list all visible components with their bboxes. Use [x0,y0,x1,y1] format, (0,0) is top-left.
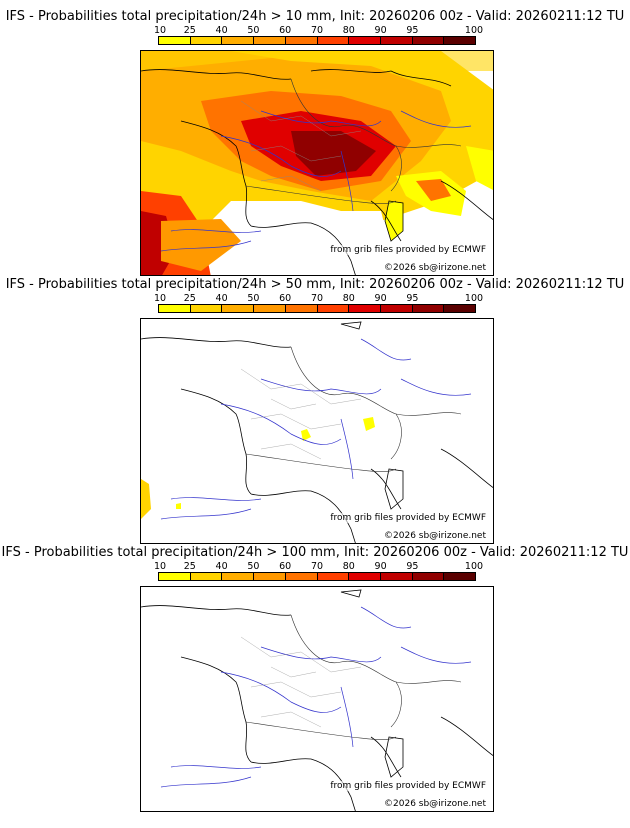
panel-title: IFS - Probabilities total precipitation/… [5,9,625,24]
probability-map: from grib files provided by ECMWF ©2026 … [140,586,494,812]
colorbar-tick-label: 100 [464,561,484,572]
copyright: ©2026 sb@irizone.net [383,799,487,809]
colorbar-swatch [380,37,413,44]
rivers [160,606,472,788]
map-canvas [141,321,493,543]
colorbar-tick-label: 80 [342,561,355,572]
rivers [160,110,472,252]
data-credit: from grib files provided by ECMWF [329,781,487,791]
colorbar-tick-label: 90 [374,293,387,304]
colorbar-tick-label: 80 [342,293,355,304]
colorbar-swatch [159,305,191,312]
coastlines [141,321,493,543]
colorbar-swatch [349,573,381,580]
colorbar-tick-label: 95 [406,561,419,572]
colorbar [158,304,476,313]
colorbar-tick-label: 50 [247,561,260,572]
colorbar-swatch [380,305,413,312]
colorbar-tick-label: 90 [374,561,387,572]
colorbar-swatch [254,305,286,312]
colorbar-swatch [349,305,381,312]
admin-borders [240,636,362,728]
colorbar-swatch [190,37,223,44]
colorbar-swatch [412,305,445,312]
panel-title: IFS - Probabilities total precipitation/… [5,277,625,292]
colorbar-tick-label: 95 [406,293,419,304]
colorbar-swatch [285,305,318,312]
colorbar-tick-label: 25 [183,293,196,304]
colorbar-swatch [222,37,255,44]
colorbar-tick-label: 60 [279,293,292,304]
colorbar-swatch [444,37,476,44]
colorbar-swatch [222,573,255,580]
colorbar-tick-label: 60 [279,561,292,572]
colorbar-swatch [254,573,286,580]
probability-map: from grib files provided by ECMWF ©2026 … [140,50,494,276]
copyright: ©2026 sb@irizone.net [383,531,487,541]
country-borders [245,614,462,741]
colorbar-swatch [190,573,223,580]
country-borders [245,346,462,473]
admin-borders [240,368,362,460]
data-credit: from grib files provided by ECMWF [329,245,487,255]
colorbar-tick-label: 10 [153,293,167,304]
colorbar-tick-label: 25 [183,561,196,572]
colorbar-tick-label: 50 [247,25,260,36]
rivers [160,338,472,520]
colorbar-swatch [159,37,191,44]
colorbar-swatch [285,573,318,580]
colorbar-swatch [444,305,476,312]
colorbar-swatch [254,37,286,44]
admin-borders [240,100,362,192]
colorbar-tick-label: 40 [215,561,228,572]
colorbar-swatch [285,37,318,44]
colorbar-swatch [317,37,350,44]
colorbar-tick-label: 40 [215,25,228,36]
map-canvas [141,589,493,811]
coastlines [141,589,493,811]
colorbar-tick-label: 100 [464,25,484,36]
colorbar-tick-label: 100 [464,293,484,304]
country-borders [245,78,462,205]
panel-title: IFS - Probabilities total precipitation/… [1,545,629,560]
colorbar-swatch [317,305,350,312]
probability-shading [141,417,375,519]
probability-map: from grib files provided by ECMWF ©2026 … [140,318,494,544]
colorbar-tick-label: 70 [310,293,324,304]
colorbar-labels: 10 25 40 50 60 70 80 90 95 100 [154,561,483,572]
colorbar-tick-label: 60 [279,25,292,36]
data-credit: from grib files provided by ECMWF [329,513,487,523]
colorbar-swatch [412,37,445,44]
probability-shading [141,51,493,275]
colorbar-swatch [349,37,381,44]
colorbar-swatch [444,573,476,580]
colorbar-swatch [222,305,255,312]
colorbar-swatch [412,573,445,580]
colorbar-tick-label: 10 [153,561,167,572]
colorbar-tick-label: 50 [247,293,260,304]
colorbar [158,572,476,581]
colorbar-tick-label: 10 [153,25,167,36]
colorbar-swatch [317,573,350,580]
colorbar-tick-label: 70 [310,561,324,572]
colorbar-tick-label: 90 [374,25,387,36]
colorbar-labels: 10 25 40 50 60 70 80 90 95 100 [154,293,483,304]
colorbar [158,36,476,45]
map-canvas [141,51,493,275]
colorbar-swatch [159,573,191,580]
colorbar-swatch [380,573,413,580]
copyright: ©2026 sb@irizone.net [383,263,487,273]
colorbar-tick-label: 25 [183,25,196,36]
colorbar-tick-label: 70 [310,25,324,36]
colorbar-tick-label: 95 [406,25,419,36]
colorbar-tick-label: 80 [342,25,355,36]
colorbar-tick-label: 40 [215,293,228,304]
colorbar-swatch [190,305,223,312]
colorbar-labels: 10 25 40 50 60 70 80 90 95 100 [154,25,483,36]
